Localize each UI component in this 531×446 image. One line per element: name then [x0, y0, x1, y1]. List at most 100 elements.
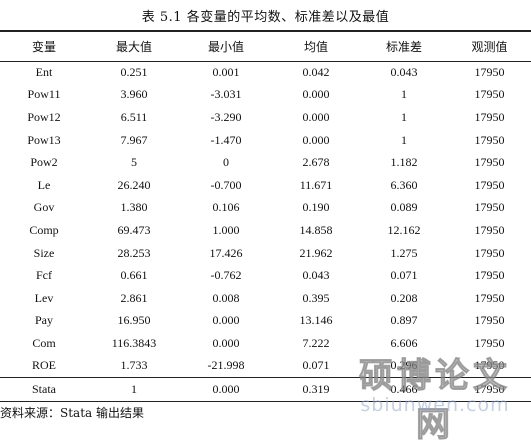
table-cell: 6.606: [390, 335, 418, 350]
table-cell: 17950: [474, 65, 505, 80]
table-cell: 7.967: [120, 132, 148, 147]
table-cell: 17950: [474, 132, 505, 147]
table-cell: 13.146: [299, 313, 333, 328]
table-cell: 17.426: [209, 245, 243, 260]
table-row: ROE 1.733 -21.998 0.071 0.296 17950: [0, 355, 531, 378]
table-cell: 1.275: [390, 245, 418, 260]
table-cell: 0.319: [272, 376, 360, 402]
table-cell: Gov: [33, 200, 55, 215]
table-cell: 17950: [448, 376, 531, 402]
table-cell: 1.182: [390, 155, 418, 170]
table-cell: Pow13: [27, 132, 61, 147]
table-cell: 0.071: [390, 268, 418, 283]
table-cell: 17950: [474, 313, 505, 328]
table-cell: 0.897: [390, 313, 418, 328]
table-cell: 17950: [474, 268, 505, 283]
table-cell: 0.000: [302, 109, 330, 124]
table-cell: 17950: [474, 155, 505, 170]
table-row: Pow13 7.967 -1.470 0.000 1 17950: [0, 129, 531, 152]
table-cell: 17950: [474, 245, 505, 260]
table-row: Le 26.240 -0.700 11.671 6.360 17950: [0, 174, 531, 197]
header-cell: 均值: [272, 30, 360, 62]
table-cell: 17950: [474, 222, 505, 237]
table-cell: Pow11: [27, 87, 61, 102]
table-cell: 17950: [474, 177, 505, 192]
table-cell: 16.950: [117, 313, 151, 328]
table-cell: 17950: [474, 358, 505, 373]
table-cell: Pow12: [27, 109, 61, 124]
table-cell: 1: [401, 87, 407, 102]
table-cell: 1: [88, 376, 180, 402]
table-cell: 0.000: [302, 132, 330, 147]
table-cell: 17950: [474, 87, 505, 102]
table-cell: Le: [37, 177, 51, 192]
table-cell: Com: [32, 335, 56, 350]
table-cell: 0.190: [302, 200, 330, 215]
table-cell: Pay: [35, 313, 53, 328]
table-cell: 1: [401, 109, 407, 124]
table-cell: -0.762: [210, 268, 242, 283]
table-cell: -0.700: [210, 177, 242, 192]
table-cell: 6.511: [120, 109, 148, 124]
table-cell: 7.222: [302, 335, 330, 350]
header-cell: 变量: [0, 30, 88, 62]
table-cell: Fcf: [36, 268, 52, 283]
table-cell: 0.089: [390, 200, 418, 215]
table-cell: 1.000: [212, 222, 240, 237]
table-cell: -3.031: [210, 87, 242, 102]
table-cell: 28.253: [117, 245, 151, 260]
table-cell: 2.861: [120, 290, 148, 305]
table-cell: -1.470: [210, 132, 242, 147]
table-cell: ROE: [32, 358, 56, 373]
table-row: Fcf 0.661 -0.762 0.043 0.071 17950: [0, 264, 531, 287]
table-row: Lev 2.861 0.008 0.395 0.208 17950: [0, 287, 531, 310]
table-cell: 0.000: [302, 87, 330, 102]
table-cell: 0.000: [212, 313, 240, 328]
table-cell: 11.671: [299, 177, 333, 192]
table-cell: 0: [223, 155, 229, 170]
table-cell: 5: [131, 155, 137, 170]
table-cell: 1.733: [120, 358, 148, 373]
table-row: Pay 16.950 0.000 13.146 0.897 17950: [0, 310, 531, 333]
table-cell: 1: [401, 132, 407, 147]
table-cell: 21.962: [299, 245, 333, 260]
header-cell: 标准差: [360, 30, 448, 62]
table-cell: 69.473: [117, 222, 151, 237]
table-cell: -21.998: [207, 358, 245, 373]
header-cell: 观测值: [448, 30, 531, 62]
table-cell: 3.960: [120, 87, 148, 102]
table-cell: Stata: [0, 376, 88, 402]
table-cell: -3.290: [210, 109, 242, 124]
table-cell: Size: [33, 245, 55, 260]
table-cell: 0.395: [302, 290, 330, 305]
table-cell: 0.043: [390, 65, 418, 80]
table-cell: 26.240: [117, 177, 151, 192]
table-row: Comp 69.473 1.000 14.858 12.162 17950: [0, 219, 531, 242]
table-cell: 0.106: [212, 200, 240, 215]
table-cell: 0.000: [180, 376, 272, 402]
table-cell: 0.042: [302, 65, 330, 80]
statistics-table: 变量 最大值 最小值 均值 标准差 观测值 Ent 0.251 0.001 0.…: [0, 30, 531, 402]
table-cell: 0.661: [120, 268, 148, 283]
header-cell: 最大值: [88, 30, 180, 62]
table-cell: Comp: [29, 222, 59, 237]
table-cell: 1.380: [120, 200, 148, 215]
table-row: Pow11 3.960 -3.031 0.000 1 17950: [0, 84, 531, 107]
table-cell: 17950: [474, 200, 505, 215]
table-title: 表 5.1 各变量的平均数、标准差以及最值: [141, 10, 390, 25]
header-row: 变量 最大值 最小值 均值 标准差 观测值: [0, 30, 531, 62]
table-cell: 12.162: [387, 222, 421, 237]
table-cell: Pow2: [30, 155, 58, 170]
table-cell: 0.296: [390, 358, 418, 373]
table-cell: 14.858: [299, 222, 333, 237]
table-row: Pow2 5 0 2.678 1.182 17950: [0, 151, 531, 174]
table-cell: 17950: [474, 335, 505, 350]
header-cell: 最小值: [180, 30, 272, 62]
table-row: Ent 0.251 0.001 0.042 0.043 17950: [0, 61, 531, 84]
table-cell: 6.360: [390, 177, 418, 192]
table-footer-row: Stata 1 0.000 0.319 0.466 17950: [0, 376, 531, 402]
table-cell: 0.001: [212, 65, 240, 80]
table-cell: 0.208: [390, 290, 418, 305]
table-cell: 0.000: [212, 335, 240, 350]
table-cell: 0.043: [302, 268, 330, 283]
